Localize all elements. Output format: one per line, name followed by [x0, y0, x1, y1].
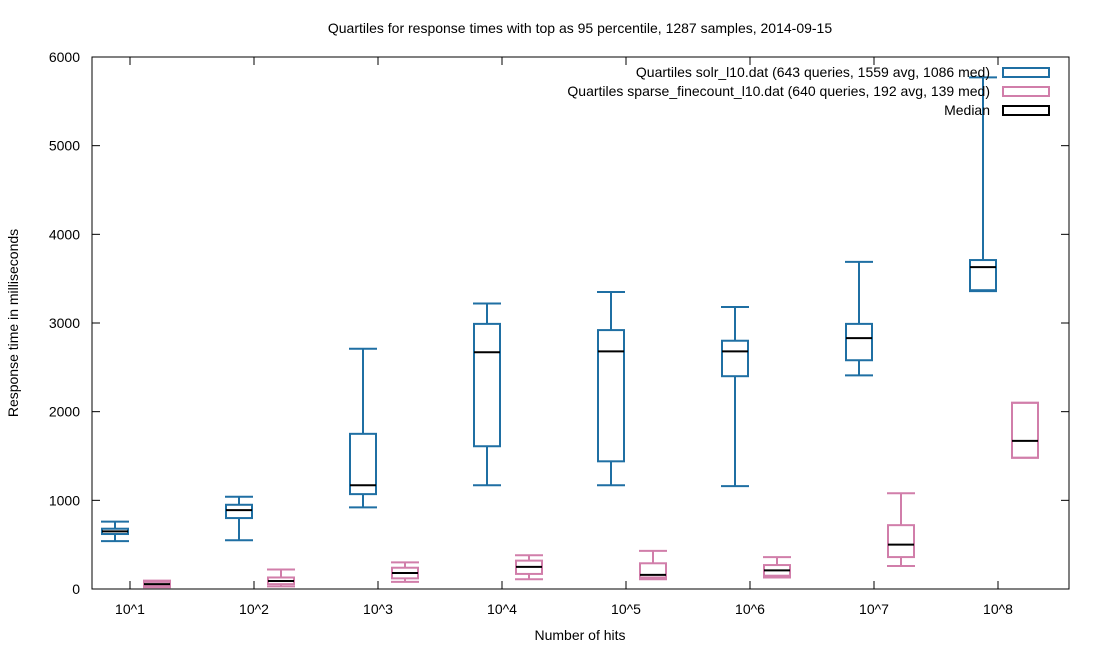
box-10^1: [143, 579, 171, 589]
box-10^7: [887, 492, 915, 567]
box-10^4: [473, 302, 501, 487]
quartile-box: [845, 322, 873, 362]
box-series: [101, 76, 1039, 589]
x-tick-label: 10^4: [487, 601, 517, 617]
box-10^6: [721, 306, 749, 488]
box-10^1: [101, 520, 129, 543]
quartile-box: [597, 329, 625, 463]
y-tick-label: 1000: [49, 492, 80, 508]
x-tick-label: 10^8: [983, 601, 1013, 617]
box-10^7: [845, 260, 873, 377]
x-tick-label: 10^7: [859, 601, 889, 617]
quartile-box: [473, 322, 501, 448]
x-tick-label: 10^5: [611, 601, 641, 617]
box-10^3: [349, 347, 377, 509]
y-axis-label: Response time in milliseconds: [5, 229, 21, 417]
legend-label: Quartiles sparse_finecount_l10.dat (640 …: [567, 83, 990, 99]
series-1: [101, 76, 997, 543]
box-10^2: [225, 495, 253, 542]
x-tick-label: 10^2: [239, 601, 269, 617]
x-tick-label: 10^1: [115, 601, 145, 617]
box-10^5: [639, 549, 667, 581]
legend-label: Median: [944, 102, 990, 118]
x-axis-label: Number of hits: [534, 627, 625, 643]
legend-swatch: [1002, 67, 1050, 78]
legend-label: Quartiles solr_l10.dat (643 queries, 155…: [636, 64, 990, 80]
x-tick-label: 10^3: [363, 601, 393, 617]
box-10^8: [1011, 401, 1039, 459]
x-tick-label: 10^6: [735, 601, 765, 617]
quartile-box: [349, 432, 377, 496]
quartile-box: [225, 503, 253, 520]
legend-entry-median: Median: [944, 102, 1050, 118]
y-tick-label: 0: [72, 581, 80, 597]
legend-swatch: [1002, 105, 1050, 116]
y-tick-label: 4000: [49, 226, 80, 242]
quartile-box: [639, 562, 667, 579]
legend-swatch: [1002, 86, 1050, 97]
box-10^3: [391, 561, 419, 583]
y-tick-label: 6000: [49, 49, 80, 65]
legend-entry-sparse: Quartiles sparse_finecount_l10.dat (640 …: [567, 83, 1050, 99]
y-tick-label: 3000: [49, 315, 80, 331]
quartile-box: [969, 259, 997, 292]
box-10^6: [763, 556, 791, 579]
box-10^4: [515, 554, 543, 581]
y-tick-label: 5000: [49, 138, 80, 154]
x-axis-ticks: 10^1 10^2 10^3 10^4 10^5 10^6 10^7 10^8: [115, 57, 1013, 617]
y-axis-ticks: 0 1000 2000 3000 4000 5000 6000: [49, 49, 1069, 597]
box-10^2: [267, 568, 295, 588]
quartile-box: [1011, 401, 1039, 459]
legend: Quartiles solr_l10.dat (643 queries, 155…: [567, 64, 1050, 118]
quartile-box: [721, 339, 749, 378]
quartile-box: [887, 524, 915, 559]
box-10^5: [597, 290, 625, 487]
y-tick-label: 2000: [49, 404, 80, 420]
box-10^8: [969, 76, 997, 293]
legend-entry-solr: Quartiles solr_l10.dat (643 queries, 155…: [636, 64, 1050, 80]
chart-title: Quartiles for response times with top as…: [328, 20, 832, 36]
series-2: [143, 401, 1039, 589]
